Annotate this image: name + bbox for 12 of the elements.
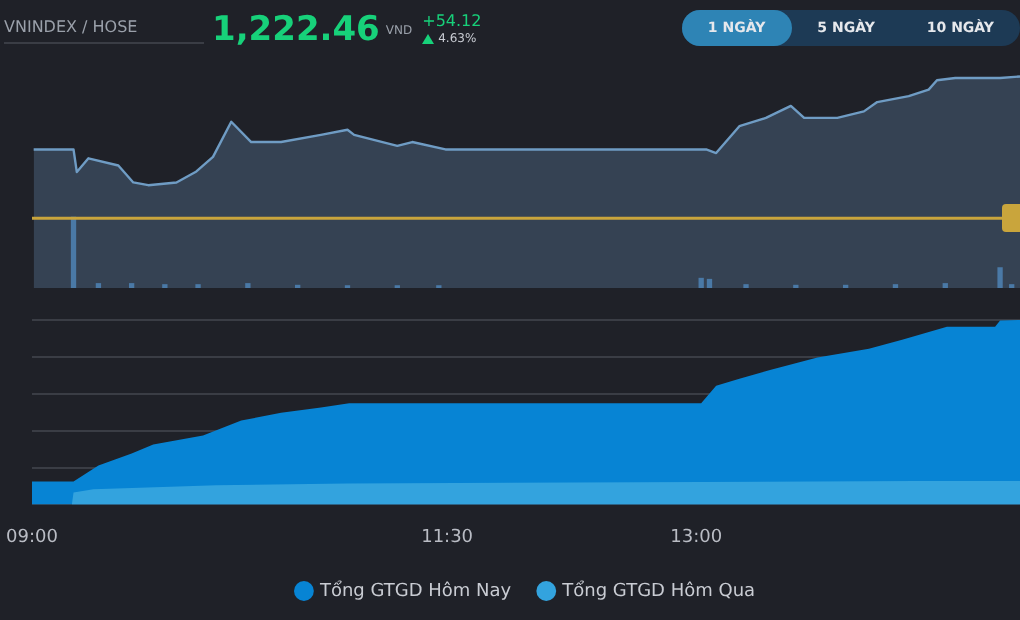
x-tick-label: 09:00: [6, 527, 59, 548]
chart-title: VNINDEX / HOSE: [4, 17, 204, 43]
bar: [997, 267, 1003, 288]
bar: [70, 216, 77, 288]
x-tick-label: 11:30: [421, 527, 474, 548]
x-tick-label: 13:00: [670, 527, 723, 548]
legend-label: Tổng GTGD Hôm Qua: [560, 579, 756, 602]
bar: [698, 277, 704, 288]
text: +54.12: [422, 12, 482, 30]
bar: [706, 278, 713, 288]
chart-subtitle: 1,222.46: [212, 10, 380, 50]
legend-label: Tổng GTGD Hôm Nay: [317, 579, 513, 602]
